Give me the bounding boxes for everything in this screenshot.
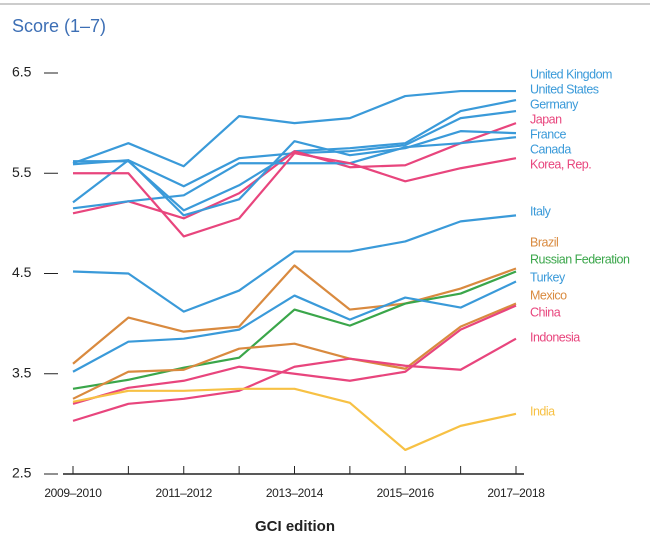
series-line (72, 337, 517, 422)
series-label: Italy (530, 204, 552, 218)
series-label: United States (530, 82, 599, 96)
series-label: Japan (530, 112, 562, 126)
series-line (72, 89, 516, 168)
x-tick-label: 2011–2012 (156, 486, 213, 500)
y-tick-label: 6.5 (12, 64, 32, 80)
series-label: Russian Federation (530, 252, 630, 266)
series-label: France (530, 127, 566, 141)
y-tick-label: 2.5 (12, 465, 32, 481)
series-label: Germany (530, 97, 579, 111)
series-line (72, 130, 517, 217)
series-label: Brazil (530, 235, 558, 249)
series-label: Mexico (530, 288, 567, 302)
series-line (72, 280, 517, 373)
series-line (72, 387, 517, 452)
series-line (72, 136, 517, 210)
series-label: Canada (530, 142, 571, 156)
series-line (73, 98, 517, 212)
x-tick-label: 2013–2014 (266, 486, 324, 500)
series-label: Indonesia (530, 330, 580, 344)
series-line (72, 264, 517, 365)
x-tick-label: 2009–2010 (44, 486, 102, 500)
series-label: China (530, 305, 561, 319)
chart-title: Score (1–7) (12, 16, 106, 36)
series-label: India (530, 404, 555, 418)
series-label: United Kingdom (530, 67, 612, 81)
series-line (72, 122, 517, 220)
series-line (72, 270, 517, 390)
y-tick-label: 4.5 (12, 264, 32, 280)
x-tick-label: 2017–2018 (487, 486, 545, 500)
series-label: Turkey (530, 270, 566, 284)
series-line (73, 152, 517, 238)
x-axis-title: GCI edition (255, 518, 335, 535)
series-line (72, 214, 517, 313)
series-line (72, 302, 517, 400)
y-tick-label: 5.5 (12, 164, 32, 180)
y-tick-label: 3.5 (12, 364, 32, 380)
series-label: Korea, Rep. (530, 157, 591, 171)
series-line (72, 304, 517, 405)
x-tick-label: 2015–2016 (377, 486, 435, 500)
